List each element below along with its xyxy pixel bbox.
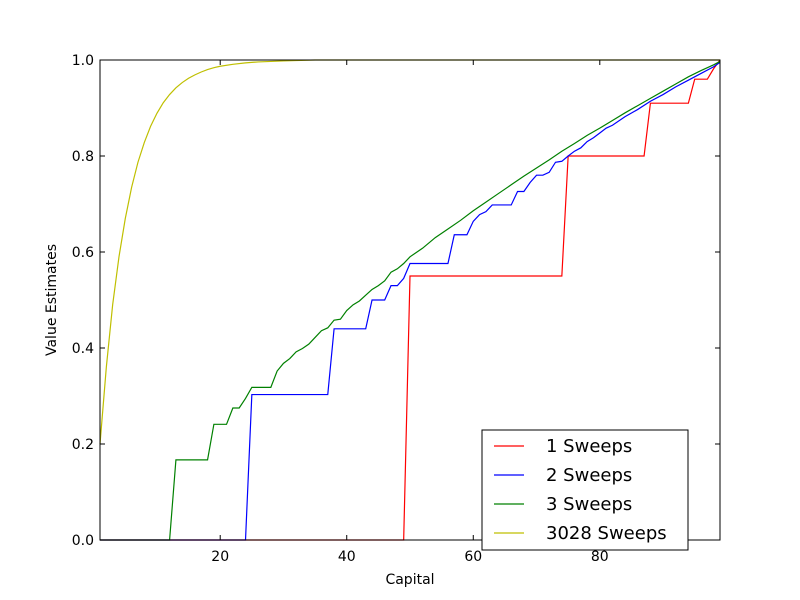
series-line-1 <box>100 61 721 541</box>
axis-ticks: 20 40 60 80 0.0 0.2 0.4 0.6 0.8 1.0 <box>72 53 720 565</box>
legend-label-2: 3 Sweeps <box>546 494 632 515</box>
series-line-2 <box>100 60 721 541</box>
y-tick-label: 0.2 <box>72 437 94 453</box>
y-tick-label: 0.6 <box>72 245 94 261</box>
legend-box <box>481 429 689 551</box>
y-tick-label: 0.4 <box>72 341 94 357</box>
y-tick-label: 0.0 <box>72 533 94 549</box>
x-tick-label: 60 <box>464 549 482 565</box>
x-tick-label: 40 <box>338 549 356 565</box>
legend-label-1: 2 Sweeps <box>546 465 632 486</box>
legend-label-0: 1 Sweeps <box>546 436 632 457</box>
plot-frame <box>99 59 721 541</box>
y-tick-label: 0.8 <box>72 149 94 165</box>
x-tick-label: 20 <box>211 549 229 565</box>
legend-label-3: 3028 Sweeps <box>546 523 667 544</box>
plot-lines <box>99 59 721 541</box>
y-axis-label: Value Estimates <box>44 244 60 356</box>
legend: 1 Sweeps 2 Sweeps 3 Sweeps 3028 Sweeps <box>481 429 689 551</box>
y-tick-label: 1.0 <box>72 53 94 69</box>
series-line-0 <box>100 59 721 541</box>
x-tick-label: 80 <box>591 549 609 565</box>
x-axis-label: Capital <box>385 572 434 588</box>
